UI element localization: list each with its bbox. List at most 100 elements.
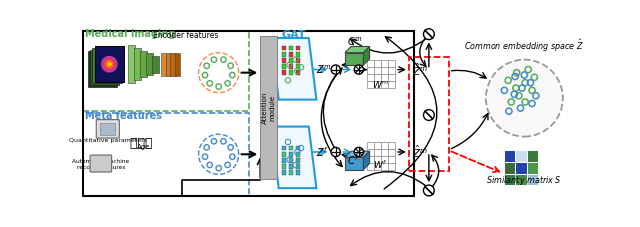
Polygon shape xyxy=(271,38,316,100)
FancyBboxPatch shape xyxy=(367,81,374,88)
Text: Encoder features: Encoder features xyxy=(153,31,218,40)
FancyBboxPatch shape xyxy=(296,170,300,175)
FancyBboxPatch shape xyxy=(515,162,527,173)
FancyBboxPatch shape xyxy=(282,152,287,157)
FancyBboxPatch shape xyxy=(90,155,111,172)
Circle shape xyxy=(331,147,340,157)
Text: Meta features: Meta features xyxy=(86,111,163,121)
FancyBboxPatch shape xyxy=(367,142,374,149)
FancyBboxPatch shape xyxy=(260,37,277,179)
FancyBboxPatch shape xyxy=(381,142,388,149)
FancyBboxPatch shape xyxy=(95,47,124,82)
FancyBboxPatch shape xyxy=(388,67,395,74)
FancyBboxPatch shape xyxy=(515,151,527,162)
FancyBboxPatch shape xyxy=(345,53,364,65)
FancyBboxPatch shape xyxy=(367,163,374,170)
FancyBboxPatch shape xyxy=(345,157,364,170)
FancyBboxPatch shape xyxy=(381,149,388,156)
FancyBboxPatch shape xyxy=(381,156,388,163)
FancyBboxPatch shape xyxy=(296,158,300,163)
FancyBboxPatch shape xyxy=(282,146,287,151)
Circle shape xyxy=(108,63,111,66)
Polygon shape xyxy=(345,47,369,53)
Text: Attention
module: Attention module xyxy=(262,92,275,124)
Circle shape xyxy=(106,60,113,68)
FancyBboxPatch shape xyxy=(95,47,124,82)
Text: Automatic machine
records features: Automatic machine records features xyxy=(72,159,129,170)
FancyBboxPatch shape xyxy=(282,70,287,75)
Text: GAT: GAT xyxy=(281,30,306,40)
FancyBboxPatch shape xyxy=(134,48,141,80)
FancyBboxPatch shape xyxy=(282,52,287,57)
FancyBboxPatch shape xyxy=(504,162,515,173)
FancyBboxPatch shape xyxy=(527,151,538,162)
FancyBboxPatch shape xyxy=(367,74,374,81)
FancyBboxPatch shape xyxy=(367,60,374,67)
FancyBboxPatch shape xyxy=(388,60,395,67)
FancyBboxPatch shape xyxy=(296,164,300,169)
FancyBboxPatch shape xyxy=(374,67,381,74)
Text: Medical imaging: Medical imaging xyxy=(86,29,176,39)
FancyBboxPatch shape xyxy=(374,142,381,149)
Text: $\hat{Z}^m$: $\hat{Z}^m$ xyxy=(412,144,428,160)
FancyBboxPatch shape xyxy=(296,52,300,57)
Text: $W^f$: $W^f$ xyxy=(373,159,388,171)
FancyBboxPatch shape xyxy=(128,45,135,84)
FancyBboxPatch shape xyxy=(381,67,388,74)
FancyBboxPatch shape xyxy=(152,56,159,73)
FancyBboxPatch shape xyxy=(289,52,293,57)
Polygon shape xyxy=(271,127,316,188)
Text: $C^m$: $C^m$ xyxy=(348,36,363,48)
FancyBboxPatch shape xyxy=(282,158,287,163)
FancyBboxPatch shape xyxy=(515,173,527,185)
Polygon shape xyxy=(364,151,369,170)
FancyBboxPatch shape xyxy=(289,164,293,169)
FancyBboxPatch shape xyxy=(388,163,395,170)
FancyBboxPatch shape xyxy=(388,74,395,81)
Text: Age: Age xyxy=(136,144,150,150)
FancyBboxPatch shape xyxy=(289,70,293,75)
Text: $C^f$: $C^f$ xyxy=(348,153,360,167)
Text: 👨‍👩‍👦: 👨‍👩‍👦 xyxy=(131,137,153,150)
Text: $Z^m$: $Z^m$ xyxy=(316,63,332,76)
FancyBboxPatch shape xyxy=(289,146,293,151)
FancyBboxPatch shape xyxy=(161,53,166,76)
Circle shape xyxy=(354,65,364,74)
FancyBboxPatch shape xyxy=(374,74,381,81)
FancyBboxPatch shape xyxy=(289,58,293,63)
Circle shape xyxy=(424,110,435,120)
FancyBboxPatch shape xyxy=(367,149,374,156)
FancyBboxPatch shape xyxy=(388,142,395,149)
FancyBboxPatch shape xyxy=(289,170,293,175)
FancyBboxPatch shape xyxy=(147,53,153,75)
Circle shape xyxy=(424,185,435,196)
Polygon shape xyxy=(364,47,369,65)
Text: Common embedding space $\hat{Z}$: Common embedding space $\hat{Z}$ xyxy=(465,38,584,54)
FancyBboxPatch shape xyxy=(504,151,515,162)
FancyBboxPatch shape xyxy=(289,152,293,157)
Polygon shape xyxy=(345,151,369,157)
FancyBboxPatch shape xyxy=(140,51,147,77)
Text: $W^m$: $W^m$ xyxy=(372,79,389,90)
FancyBboxPatch shape xyxy=(388,81,395,88)
FancyBboxPatch shape xyxy=(170,53,175,76)
FancyBboxPatch shape xyxy=(282,46,287,50)
FancyBboxPatch shape xyxy=(96,120,119,138)
Ellipse shape xyxy=(486,59,563,137)
FancyBboxPatch shape xyxy=(374,60,381,67)
FancyBboxPatch shape xyxy=(296,58,300,63)
FancyBboxPatch shape xyxy=(175,53,180,76)
Text: Similarity matrix $S$: Similarity matrix $S$ xyxy=(486,174,563,187)
FancyBboxPatch shape xyxy=(296,146,300,151)
FancyBboxPatch shape xyxy=(282,164,287,169)
FancyBboxPatch shape xyxy=(289,64,293,69)
FancyBboxPatch shape xyxy=(100,123,115,135)
FancyBboxPatch shape xyxy=(527,173,538,185)
FancyBboxPatch shape xyxy=(374,149,381,156)
Circle shape xyxy=(354,147,364,157)
Circle shape xyxy=(424,29,435,39)
Circle shape xyxy=(331,65,340,74)
FancyBboxPatch shape xyxy=(296,70,300,75)
FancyBboxPatch shape xyxy=(282,58,287,63)
FancyBboxPatch shape xyxy=(296,64,300,69)
